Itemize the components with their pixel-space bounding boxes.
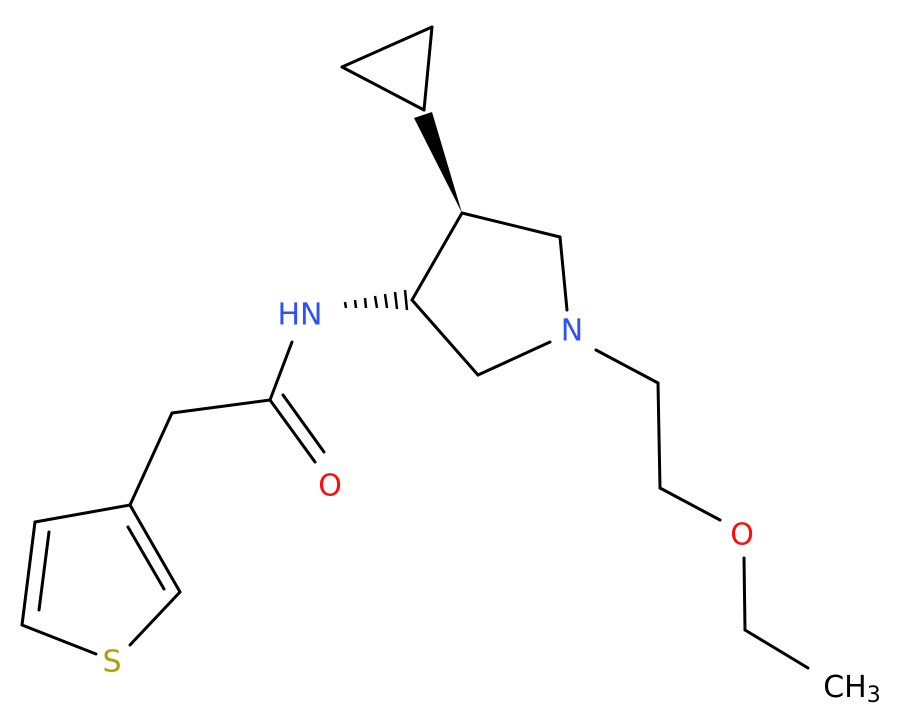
bond [410, 298, 480, 377]
bond [656, 381, 662, 490]
bond [594, 348, 660, 385]
atom-label-subscript: 3 [867, 683, 881, 708]
bond [268, 340, 294, 402]
bond [128, 590, 182, 647]
bond [20, 520, 37, 627]
bond [476, 340, 552, 377]
bond [558, 235, 569, 312]
bond [128, 411, 174, 507]
bonds [20, 25, 810, 670]
bond [422, 25, 434, 112]
bond [410, 211, 464, 302]
bond [460, 211, 562, 239]
atom-label: HN [278, 298, 323, 333]
bond [128, 503, 182, 594]
bond [340, 25, 434, 69]
atom-label-main: CH [823, 670, 867, 705]
atom-label: S [102, 645, 121, 680]
atom-label: CH3 [823, 670, 881, 709]
hash-bond [343, 289, 409, 311]
bond [743, 628, 810, 670]
bond [20, 623, 98, 656]
bond [742, 556, 747, 632]
bond [33, 503, 132, 524]
atom-label: O [730, 518, 754, 553]
bond [170, 398, 272, 415]
bond [658, 486, 722, 522]
atom-label: N [561, 314, 583, 349]
bond [126, 525, 166, 591]
bond [281, 393, 326, 454]
bond [268, 398, 317, 464]
atom-label: O [318, 469, 342, 504]
bond [37, 530, 51, 612]
bond [340, 65, 426, 112]
wedge-bond [414, 112, 462, 213]
